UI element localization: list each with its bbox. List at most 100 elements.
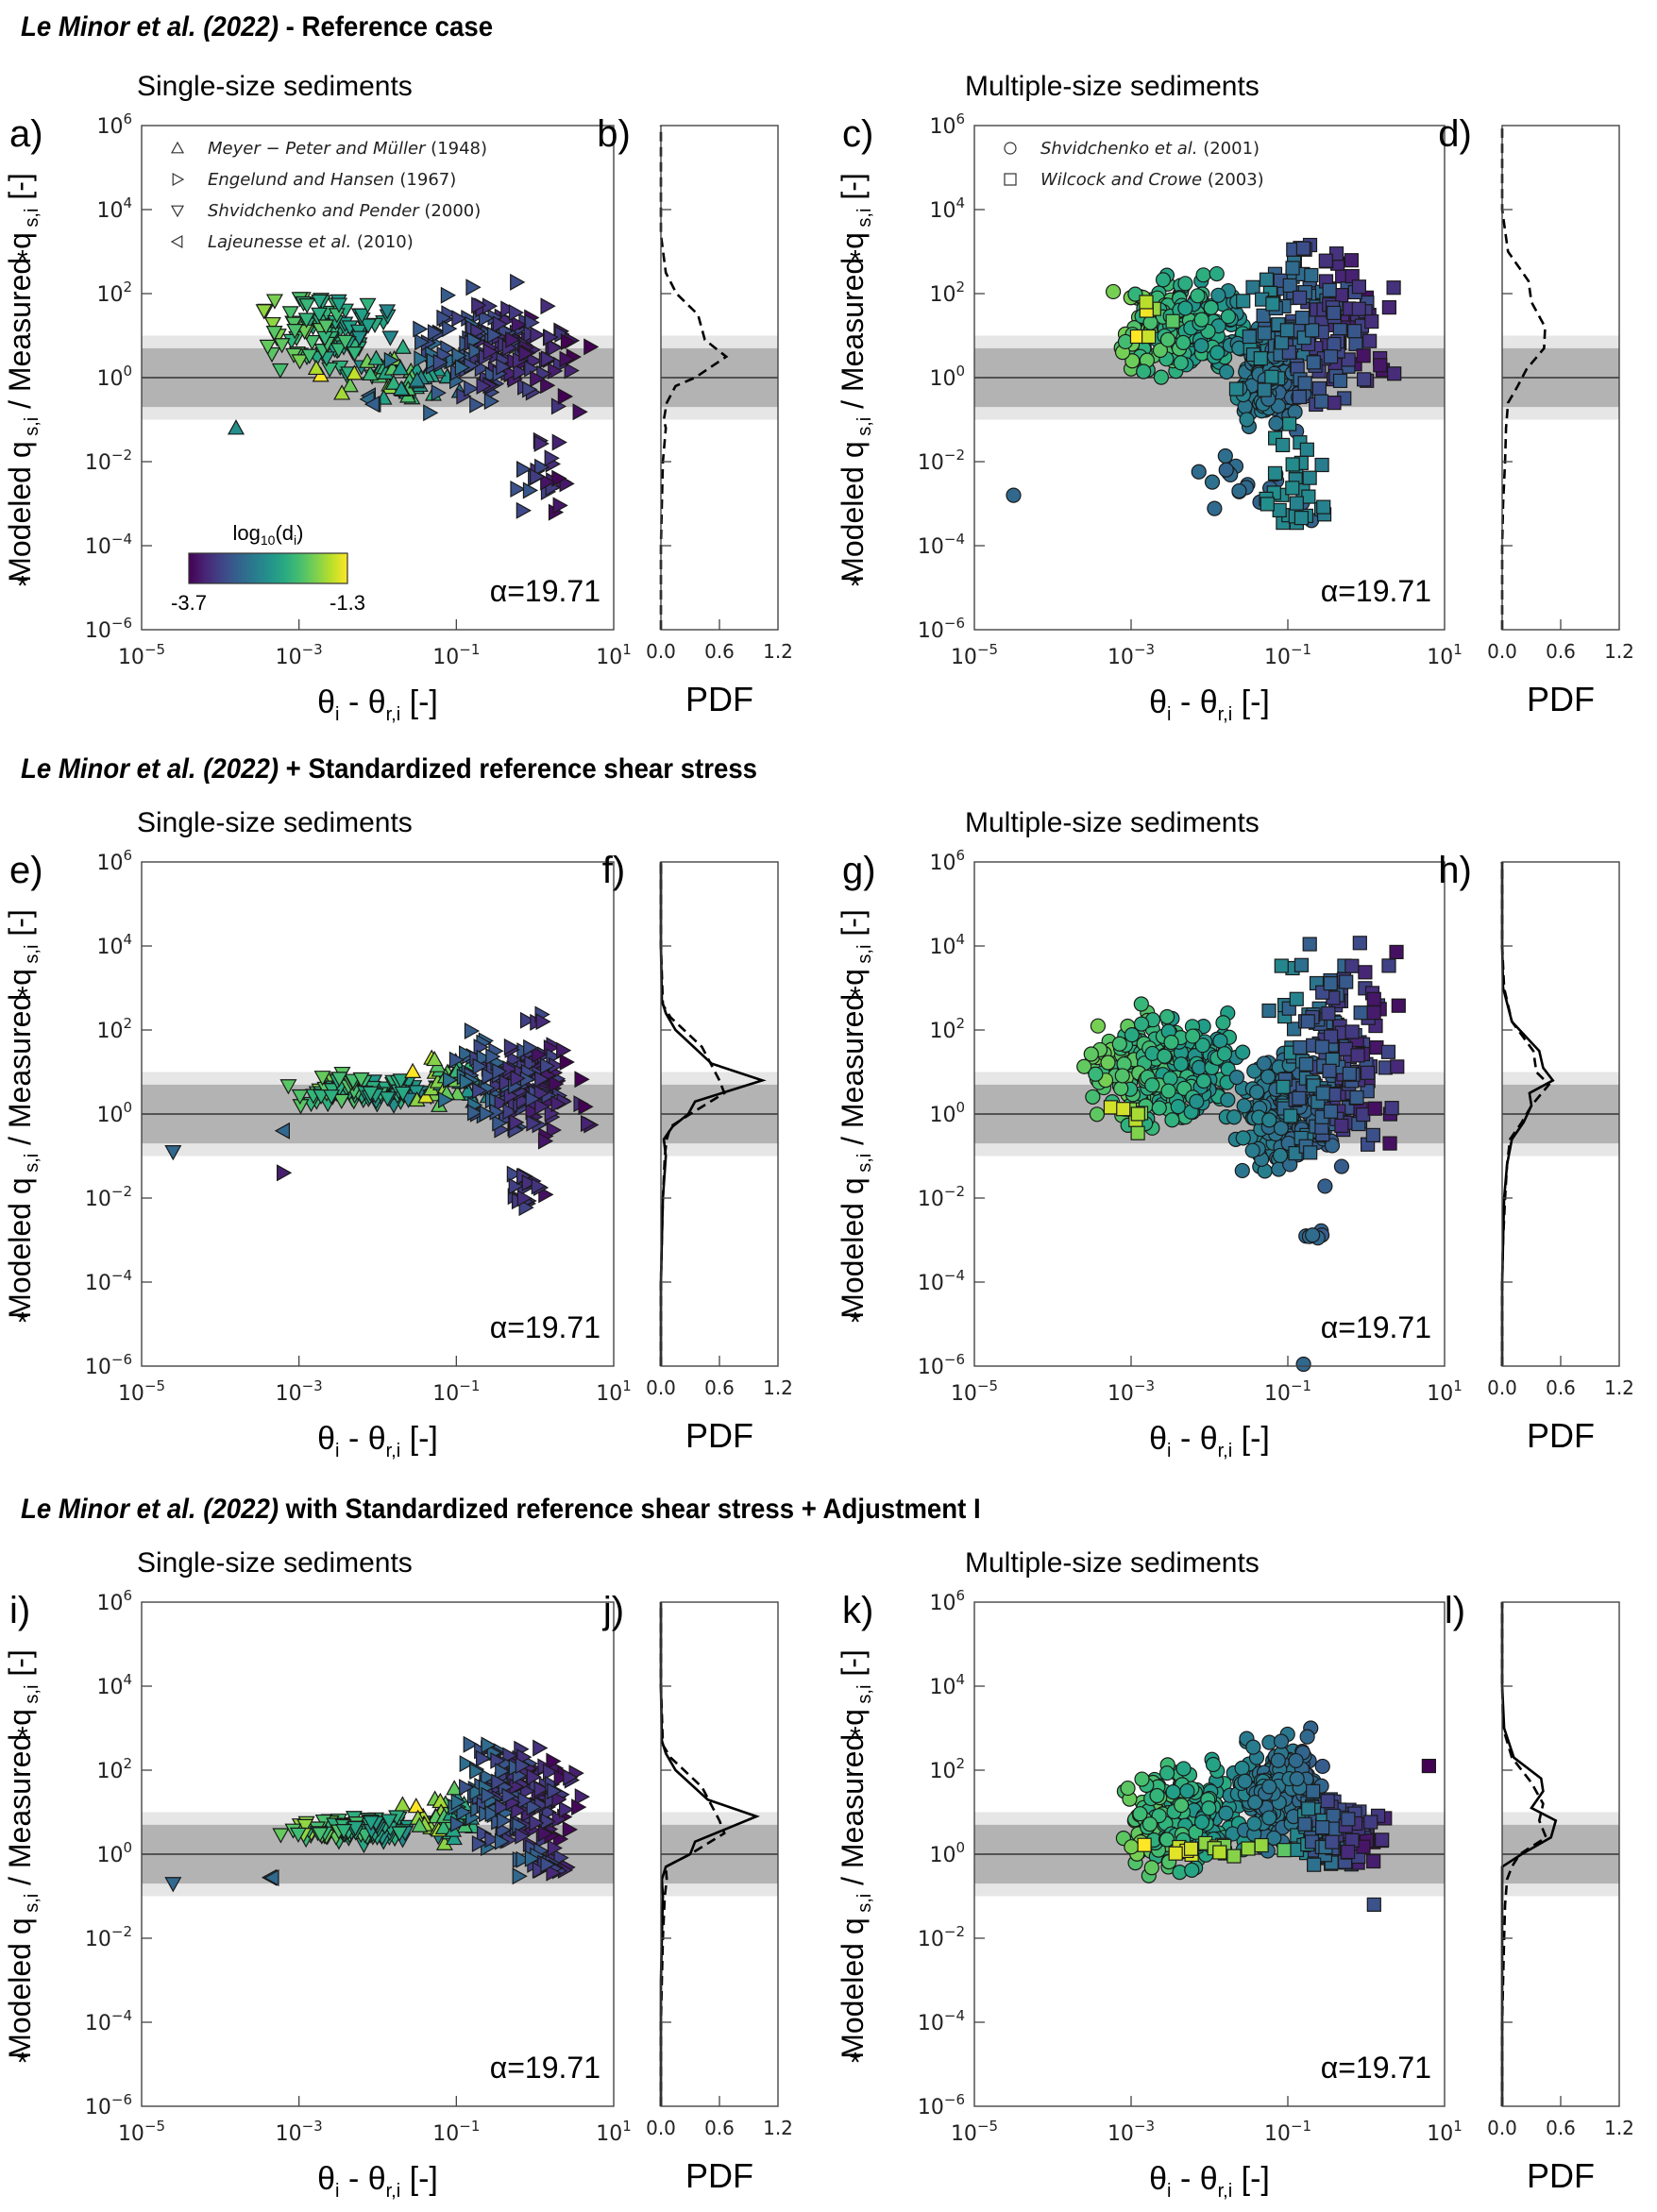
- marker-square: [1298, 1056, 1314, 1072]
- marker-triangle-right: [540, 377, 556, 395]
- marker-triangle-right: [464, 380, 480, 397]
- marker-square: [1320, 1794, 1335, 1809]
- marker-circle: [1209, 345, 1226, 361]
- marker-circle: [1273, 1120, 1289, 1137]
- marker-triangle-down: [362, 1086, 380, 1102]
- marker-triangle-right: [524, 313, 540, 331]
- marker-triangle-down: [265, 326, 283, 342]
- marker-triangle-up: [392, 360, 410, 376]
- alpha-annotation: α=19.71: [1321, 1310, 1431, 1344]
- marker-circle: [1124, 1027, 1140, 1043]
- marker-circle: [1149, 1787, 1165, 1804]
- marker-square: [1389, 944, 1404, 960]
- marker-triangle-right: [534, 1098, 550, 1116]
- panel-title: Multiple-size sediments: [965, 71, 1260, 102]
- y-tick-label: 100: [929, 1839, 965, 1867]
- marker-square: [1265, 296, 1280, 312]
- marker-circle: [1234, 1760, 1250, 1777]
- x-tick-label: 10−5: [118, 641, 165, 669]
- marker-triangle-right: [511, 315, 527, 333]
- marker-triangle-right: [466, 1104, 483, 1122]
- marker-circle: [1160, 1083, 1176, 1099]
- marker-square: [1367, 1101, 1382, 1116]
- marker-triangle-right: [531, 1177, 547, 1195]
- y-tick-label: 10−4: [918, 531, 965, 559]
- x-tick-label: 1.2: [1604, 640, 1634, 663]
- marker-square: [1366, 991, 1381, 1006]
- colorbar-min-label: -3.7: [171, 591, 207, 615]
- marker-circle: [1245, 1739, 1261, 1755]
- marker-square: [1338, 1041, 1353, 1056]
- marker-square: [1341, 1812, 1356, 1827]
- marker-square: [1137, 1837, 1152, 1852]
- marker-square: [1293, 510, 1310, 526]
- marker-circle: [1212, 1033, 1228, 1049]
- marker-square: [1346, 324, 1362, 339]
- marker-triangle-down: [263, 316, 281, 333]
- scatter-panel-c: 10−6 10−4 10−2 100 102 104 106 10−5 10−3 10−1 101 c…: [836, 71, 1463, 725]
- marker-square: [1293, 957, 1310, 972]
- marker-square: [1241, 1841, 1256, 1856]
- marker-triangle-right: [456, 387, 472, 405]
- section-title-rest: + Standardized reference shear stress: [279, 753, 758, 785]
- marker-triangle-down: [330, 1072, 348, 1088]
- marker-triangle-down: [311, 1827, 329, 1843]
- marker-square: [1351, 301, 1366, 316]
- marker-circle: [1205, 1756, 1222, 1773]
- marker-triangle-right: [530, 468, 546, 486]
- marker-circle: [1288, 1752, 1304, 1769]
- marker-triangle-up: [394, 338, 412, 354]
- marker-triangle-up: [408, 371, 426, 387]
- marker-triangle-right: [530, 370, 546, 388]
- y-tick-label: 102: [96, 279, 132, 307]
- marker-circle: [1113, 1080, 1129, 1097]
- marker-square: [1323, 349, 1339, 364]
- marker-triangle-right: [505, 330, 521, 348]
- marker-triangle-right: [503, 1038, 520, 1055]
- marker-circle: [1175, 334, 1192, 350]
- marker-triangle-up: [394, 1796, 412, 1812]
- x-tick-label: 1.2: [1604, 1376, 1634, 1399]
- marker-triangle-right: [413, 320, 429, 338]
- marker-circle: [1151, 1100, 1167, 1116]
- marker-square: [1366, 1897, 1381, 1913]
- y-tick-label: 104: [96, 1671, 132, 1699]
- marker-triangle-down: [265, 294, 283, 310]
- alpha-annotation: α=19.71: [1321, 574, 1431, 608]
- marker-triangle-right: [518, 345, 534, 363]
- marker-triangle-right: [523, 1038, 539, 1056]
- marker-circle: [1185, 1028, 1201, 1044]
- marker-circle: [1193, 312, 1209, 328]
- marker-circle: [1314, 1758, 1330, 1775]
- x-tick-label: 0.0: [1487, 640, 1517, 663]
- y-tick-label: 10−2: [85, 1183, 132, 1211]
- marker-triangle-right: [442, 320, 458, 338]
- panel-label: d): [1438, 113, 1472, 155]
- marker-triangle-down: [381, 330, 399, 346]
- marker-square: [1364, 313, 1379, 329]
- marker-circle: [1191, 1059, 1208, 1075]
- marker-triangle-right: [414, 333, 431, 351]
- marker-triangle-right: [559, 1053, 575, 1071]
- marker-triangle-right: [432, 353, 448, 371]
- marker-triangle-right: [542, 1763, 559, 1781]
- y-tick-label: 104: [96, 194, 132, 223]
- panel-label: j): [602, 1590, 624, 1631]
- marker-square: [1387, 366, 1402, 381]
- marker-circle: [1305, 1227, 1321, 1243]
- data-points: [1076, 936, 1406, 1373]
- marker-circle: [1163, 1034, 1179, 1051]
- section-title-rest: - Reference case: [279, 11, 494, 42]
- legend-item: Shvidchenko and Pender (2000): [170, 201, 481, 221]
- y-tick-label: 10−4: [85, 531, 132, 559]
- y-tick-label: 106: [96, 110, 132, 139]
- y-tick-label: 106: [929, 110, 965, 139]
- marker-triangle-right: [533, 1739, 549, 1757]
- marker-triangle-right: [526, 1114, 542, 1132]
- y-tick-label: 106: [96, 1587, 132, 1615]
- marker-circle: [1088, 1066, 1104, 1082]
- y-tick-label: 10−6: [85, 1351, 132, 1379]
- marker-square: [1130, 1125, 1145, 1140]
- x-tick-label: 1.2: [1604, 2117, 1634, 2139]
